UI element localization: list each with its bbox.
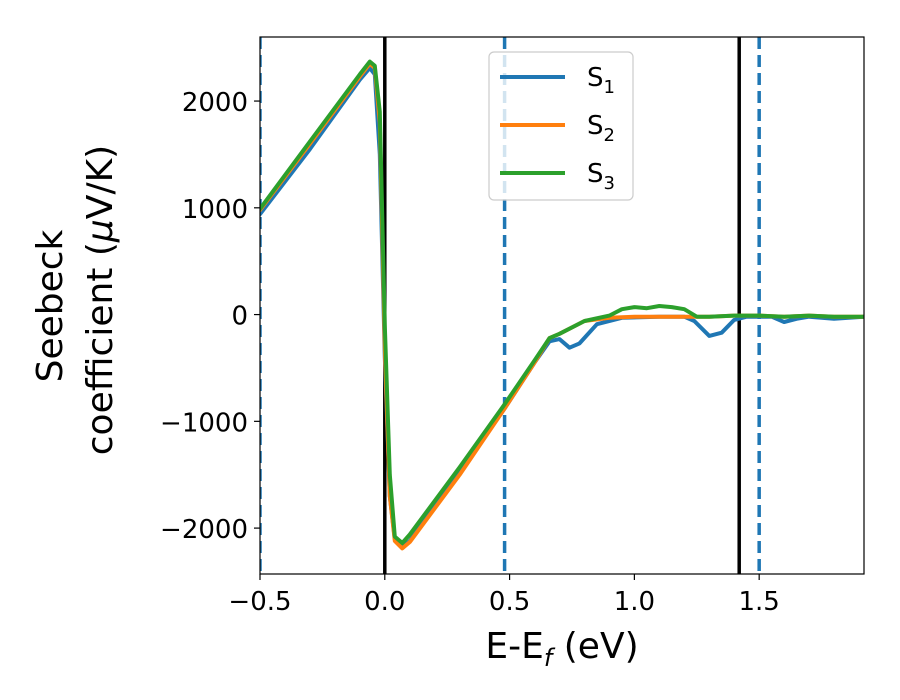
legend-label-1: S1 [587,63,615,98]
y-tick-label: 1000 [182,195,248,225]
x-tick-label: 0.5 [489,587,530,617]
legend: S1 S2 S3 [488,51,634,201]
y-axis-label-line2: coefficient (μV/K) [80,145,121,455]
y-tick-label: −2000 [160,515,248,545]
x-ticks: −0.5 0.0 0.5 1.0 1.5 [228,574,780,617]
y-ticks: 2000 1000 0 −1000 −2000 [160,88,260,545]
plot-frame [259,36,865,575]
plot-area [260,37,864,574]
x-tick-label: −0.5 [228,587,291,617]
x-tick-label: 1.5 [738,587,779,617]
y-axis-label-line1: Seebeck [30,229,71,382]
y-tick-label: −1000 [160,408,248,438]
y-tick-label: 2000 [182,88,248,118]
series-line-3 [260,59,864,545]
legend-label-3: S3 [587,159,615,194]
legend-label-2: S2 [587,111,615,146]
x-axis-label: E-Ef (eV) [485,626,638,672]
y-tick-label: 0 [231,302,248,332]
x-tick-label: 1.0 [614,587,655,617]
x-tick-label: 0.0 [364,587,405,617]
axes [259,36,865,575]
